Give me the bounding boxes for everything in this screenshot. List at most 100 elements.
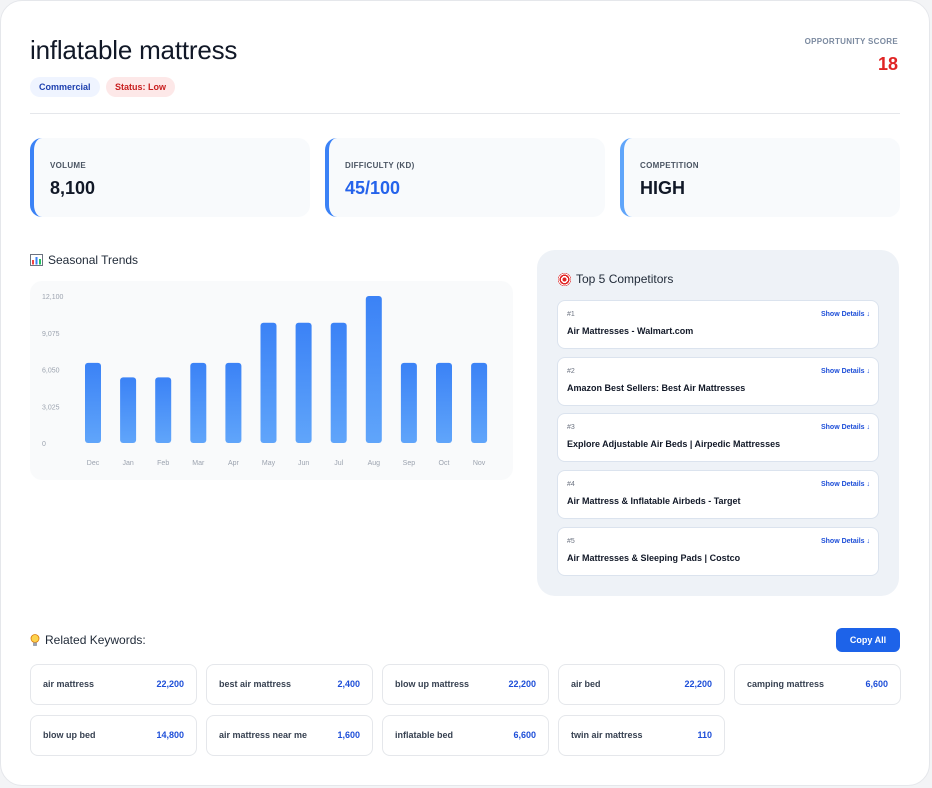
keyword-chip[interactable]: camping mattress 6,600: [734, 664, 901, 705]
competitors-title: Top 5 Competitors: [576, 272, 674, 286]
lightbulb-icon: [30, 633, 40, 647]
seasonal-trends-chart: 12,100 9,075 6,050 3,025 0 Dec Jan Feb Mar Apr May…: [30, 281, 513, 480]
keyword-text: blow up bed: [43, 730, 96, 740]
x-tick-label: Jul: [334, 460, 343, 467]
metric-label: COMPETITION: [640, 161, 699, 170]
metric-competition: COMPETITION HIGH: [620, 138, 900, 217]
metric-value: HIGH: [640, 178, 685, 198]
show-details-button[interactable]: Show Details ↓: [820, 311, 870, 318]
show-details-button[interactable]: Show Details ↓: [820, 538, 870, 545]
show-details-button[interactable]: Show Details ↓: [820, 424, 870, 431]
keyword-text: inflatable bed: [395, 730, 454, 740]
opportunity-score-label: OPPORTUNITY SCORE: [804, 37, 898, 46]
keyword-chip[interactable]: best air mattress 2,400: [206, 664, 373, 705]
x-tick-label: Nov: [473, 460, 486, 467]
metric-volume: VOLUME 8,100: [30, 138, 310, 217]
x-tick-label: Apr: [228, 460, 240, 467]
seasonal-trends-title: Seasonal Trends: [48, 253, 139, 267]
keyword-chip[interactable]: inflatable bed 6,600: [382, 715, 549, 756]
target-icon: [558, 272, 571, 286]
keyword-text: blow up mattress: [395, 679, 470, 689]
keyword-text: air bed: [571, 679, 601, 689]
keyword-volume: 22,200: [508, 679, 536, 689]
keyword-text: best air mattress: [219, 679, 292, 689]
competitor-rank: #4: [567, 481, 575, 488]
copy-all-button[interactable]: Copy All: [836, 628, 900, 652]
y-tick-label: 0: [42, 441, 46, 448]
trend-bar[interactable]: [400, 362, 417, 443]
y-tick-label: 12,100: [42, 294, 64, 301]
x-tick-label: Oct: [439, 460, 450, 467]
trend-bar[interactable]: [260, 322, 277, 443]
keyword-volume: 6,600: [865, 679, 888, 689]
trend-bar[interactable]: [330, 322, 347, 443]
competitor-item[interactable]: #4 Show Details ↓ Air Mattress & Inflata…: [557, 470, 879, 519]
competitor-rank: #3: [567, 424, 575, 431]
x-tick-label: Mar: [192, 460, 205, 467]
metric-label: DIFFICULTY (KD): [345, 161, 415, 170]
keyword-chip[interactable]: air mattress near me 1,600: [206, 715, 373, 756]
intent-badge: Commercial: [30, 77, 100, 97]
competitor-name: Air Mattresses & Sleeping Pads | Costco: [567, 553, 741, 563]
trend-bar[interactable]: [85, 362, 101, 443]
keyword-volume: 22,200: [156, 679, 184, 689]
y-tick-label: 9,075: [42, 331, 60, 338]
competitor-item[interactable]: #5 Show Details ↓ Air Mattresses & Sleep…: [557, 527, 879, 576]
x-tick-label: Feb: [157, 460, 169, 467]
x-tick-label: Dec: [87, 460, 100, 467]
metric-label: VOLUME: [50, 161, 87, 170]
keyword-volume: 2,400: [337, 679, 360, 689]
x-tick-label: Sep: [403, 460, 416, 467]
keyword-text: air mattress: [43, 679, 95, 689]
metric-difficulty: DIFFICULTY (KD) 45/100: [325, 138, 605, 217]
related-keywords-heading: Related Keywords:: [30, 633, 146, 647]
show-details-button[interactable]: Show Details ↓: [820, 368, 870, 375]
trend-bar[interactable]: [120, 377, 137, 443]
keyword-chip[interactable]: air bed 22,200: [558, 664, 725, 705]
opportunity-score-value: 18: [877, 54, 898, 74]
x-tick-label: Aug: [368, 460, 381, 467]
related-keywords-title: Related Keywords:: [45, 633, 146, 647]
keyword-text: air mattress near me: [219, 730, 308, 740]
y-tick-label: 6,050: [42, 368, 60, 375]
competitor-item[interactable]: #1 Show Details ↓ Air Mattresses - Walma…: [557, 300, 879, 349]
keyword-volume: 22,200: [684, 679, 712, 689]
trend-chart-svg: 12,100 9,075 6,050 3,025 0 Dec Jan Feb Mar Apr May…: [42, 294, 488, 467]
x-tick-label: May: [262, 460, 276, 467]
competitor-rank: #2: [567, 368, 575, 375]
trend-bar[interactable]: [295, 322, 312, 443]
show-details-button[interactable]: Show Details ↓: [820, 481, 870, 488]
competitor-item[interactable]: #3 Show Details ↓ Explore Adjustable Air…: [557, 413, 879, 462]
trend-bar[interactable]: [155, 377, 172, 443]
seasonal-trends-heading: Seasonal Trends: [30, 253, 138, 267]
competitor-rank: #5: [567, 538, 575, 545]
competitors-panel: Top 5 Competitors #1 Show Details ↓ Air …: [537, 250, 899, 596]
trend-bar[interactable]: [365, 296, 382, 443]
trend-bar[interactable]: [190, 362, 207, 443]
competitor-rank: #1: [567, 311, 575, 318]
trend-bar[interactable]: [471, 362, 488, 443]
trend-bar[interactable]: [225, 362, 242, 443]
keyword-volume: 6,600: [513, 730, 536, 740]
keyword-chip[interactable]: twin air mattress 110: [558, 715, 725, 756]
trend-bar[interactable]: [436, 362, 452, 443]
competitor-item[interactable]: #2 Show Details ↓ Amazon Best Sellers: B…: [557, 357, 879, 406]
bar-chart-icon: [30, 254, 43, 266]
competitor-name: Explore Adjustable Air Beds | Airpedic M…: [567, 439, 781, 449]
competitor-name: Air Mattresses - Walmart.com: [567, 326, 694, 336]
keyword-chip[interactable]: air mattress 22,200: [30, 664, 197, 705]
competitors-heading: Top 5 Competitors: [558, 272, 673, 286]
status-badge: Status: Low: [106, 77, 175, 97]
metric-value: 45/100: [345, 178, 401, 198]
keyword-title: inflatable mattress: [30, 35, 238, 65]
keyword-chip[interactable]: blow up bed 14,800: [30, 715, 197, 756]
metric-value: 8,100: [50, 178, 96, 198]
keyword-volume: 1,600: [337, 730, 360, 740]
keyword-text: twin air mattress: [571, 730, 643, 740]
competitor-name: Amazon Best Sellers: Best Air Mattresses: [567, 383, 746, 393]
header-divider: [30, 113, 900, 114]
keyword-chip[interactable]: blow up mattress 22,200: [382, 664, 549, 705]
keyword-volume: 14,800: [156, 730, 184, 740]
competitor-name: Air Mattress & Inflatable Airbeds - Targ…: [567, 496, 741, 506]
